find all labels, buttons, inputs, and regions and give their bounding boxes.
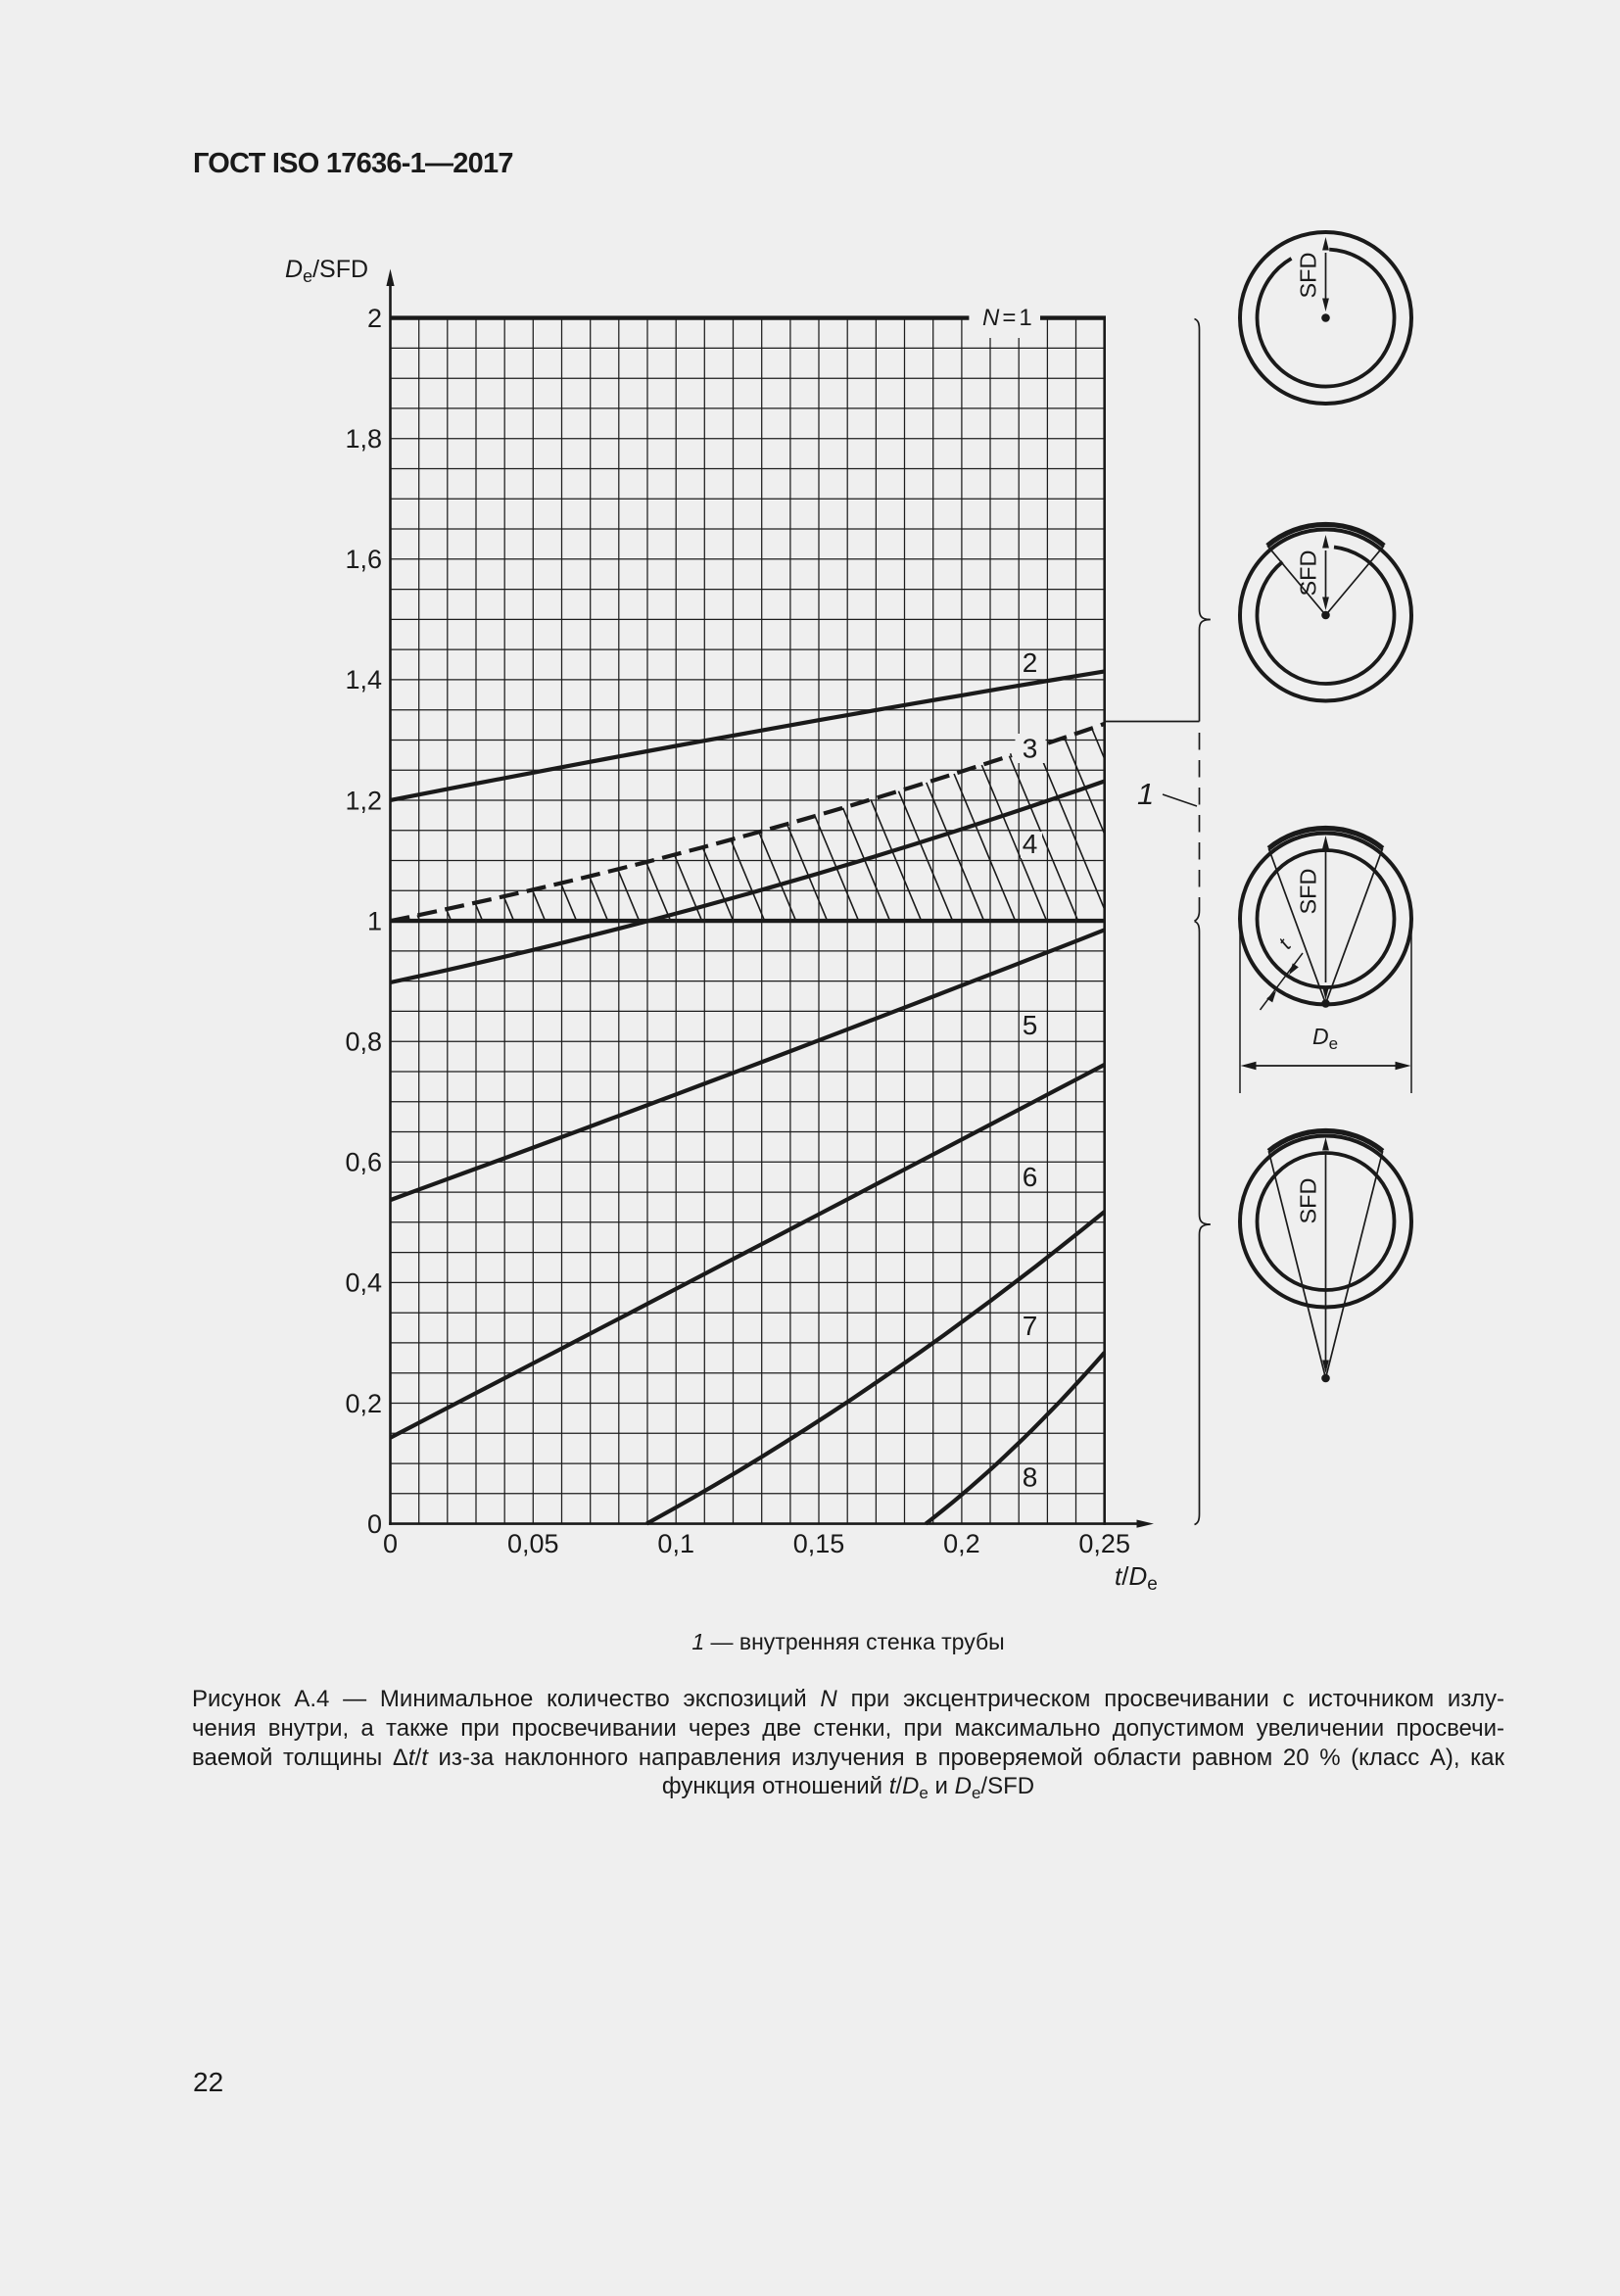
svg-text:1: 1 [367, 906, 382, 935]
svg-text:SFD: SFD [1296, 869, 1321, 915]
svg-text:2: 2 [1023, 647, 1038, 678]
svg-text:N=1: N = 1 [982, 305, 1032, 331]
svg-text:7: 7 [1023, 1311, 1038, 1341]
svg-text:1: 1 [1137, 777, 1154, 811]
svg-text:5: 5 [1023, 1010, 1038, 1040]
svg-text:De: De [1312, 1024, 1338, 1053]
svg-text:3: 3 [1023, 734, 1038, 764]
svg-text:0,2: 0,2 [345, 1389, 382, 1418]
svg-text:0,6: 0,6 [345, 1148, 382, 1177]
svg-text:0: 0 [383, 1529, 398, 1558]
svg-text:0,4: 0,4 [345, 1268, 382, 1298]
svg-text:6: 6 [1023, 1162, 1038, 1192]
svg-text:2: 2 [367, 304, 382, 333]
svg-text:8: 8 [1023, 1462, 1038, 1493]
svg-text:4: 4 [1023, 829, 1038, 859]
svg-text:0: 0 [367, 1509, 382, 1539]
svg-text:1,2: 1,2 [345, 786, 382, 815]
svg-text:1,6: 1,6 [345, 545, 382, 574]
svg-text:0,05: 0,05 [507, 1529, 559, 1558]
svg-text:0,1: 0,1 [657, 1529, 694, 1558]
svg-text:0,25: 0,25 [1078, 1529, 1130, 1558]
svg-text:0,2: 0,2 [943, 1529, 980, 1558]
svg-text:De/SFD: De/SFD [285, 256, 368, 286]
svg-text:SFD: SFD [1296, 1178, 1321, 1224]
svg-text:0,15: 0,15 [793, 1529, 845, 1558]
svg-text:SFD: SFD [1296, 253, 1321, 299]
svg-text:0,8: 0,8 [345, 1028, 382, 1057]
svg-text:1,8: 1,8 [345, 424, 382, 454]
svg-text:t/De: t/De [1115, 1561, 1158, 1595]
svg-text:1,4: 1,4 [345, 665, 382, 694]
svg-text:SFD: SFD [1296, 550, 1321, 597]
